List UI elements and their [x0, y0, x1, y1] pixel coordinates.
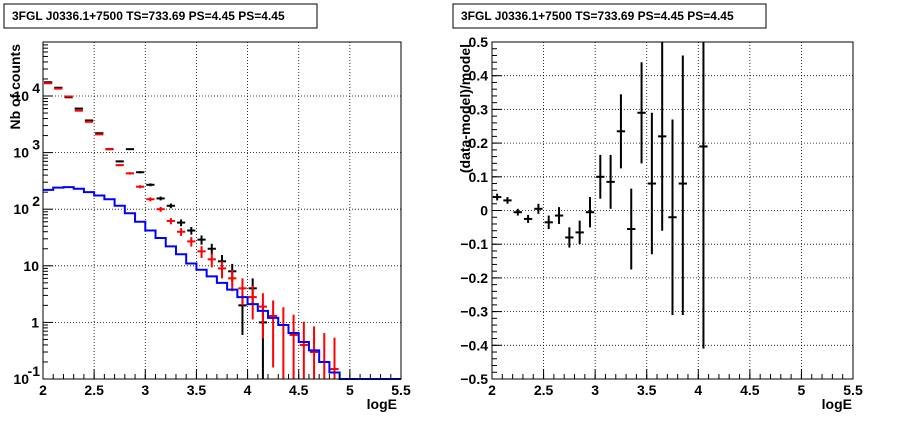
x-tick-label: 4	[244, 382, 252, 398]
model-component-line	[43, 186, 401, 380]
y-tick-label: 0	[480, 203, 488, 219]
x-tick-label: 2	[488, 382, 496, 398]
x-axis-label: logE	[822, 396, 852, 412]
plot-frame	[42, 41, 402, 380]
y-tick-exponent: 3	[32, 137, 40, 153]
y-tick-label: −0.4	[460, 337, 488, 353]
y-tick-label: 0.1	[469, 169, 489, 185]
y-tick-label: 0.3	[469, 101, 489, 117]
x-tick-label: 2.5	[84, 382, 104, 398]
y-tick-label: −0.1	[460, 236, 488, 252]
x-tick-label: 4	[694, 382, 702, 398]
x-tick-label: 2.5	[534, 382, 554, 398]
y-axis-label: (data-model)/model	[457, 44, 473, 173]
x-tick-label: 3.5	[187, 382, 207, 398]
x-tick-label: 5	[798, 382, 806, 398]
y-tick-label: 1	[31, 314, 39, 330]
y-tick-label: 10	[23, 258, 39, 274]
y-tick-label: 10	[13, 145, 29, 161]
x-tick-label: 4.5	[289, 382, 309, 398]
y-tick-label: 0.4	[469, 68, 489, 84]
x-axis-label: logE	[367, 396, 397, 412]
x-tick-label: 5.5	[391, 382, 411, 398]
y-tick-label: −0.3	[460, 304, 488, 320]
y-axis-label: Nb of counts	[7, 44, 23, 130]
x-tick-label: 3	[141, 382, 149, 398]
y-tick-exponent: 2	[32, 193, 40, 209]
chart-title: 3FGL J0336.1+7500 TS=733.69 PS=4.45 PS=4…	[461, 9, 734, 23]
y-tick-exponent: 4	[32, 80, 40, 96]
x-tick-label: 5.5	[843, 382, 863, 398]
title-box	[452, 3, 767, 29]
x-tick-label: 4.5	[740, 382, 760, 398]
y-tick-label: −0.5	[460, 371, 488, 387]
y-tick-label: 10	[13, 371, 29, 387]
x-tick-label: 2	[39, 382, 47, 398]
y-tick-label: −0.2	[460, 270, 488, 286]
chart-title: 3FGL J0336.1+7500 TS=733.69 PS=4.45 PS=4…	[12, 9, 285, 23]
y-tick-label: 10	[13, 201, 29, 217]
y-tick-exponent: -1	[28, 363, 41, 379]
title-box	[3, 3, 318, 29]
y-tick-label: 10	[13, 88, 29, 104]
x-tick-label: 3.5	[637, 382, 657, 398]
residuals-panel: 3FGL J0336.1+7500 TS=733.69 PS=4.45 PS=4…	[452, 3, 863, 412]
x-tick-label: 3	[591, 382, 599, 398]
x-tick-label: 5	[346, 382, 354, 398]
y-tick-label: 0.5	[469, 34, 489, 50]
counts-panel: 3FGL J0336.1+7500 TS=733.69 PS=4.45 PS=4…	[3, 3, 411, 412]
y-tick-label: 0.2	[469, 135, 489, 151]
